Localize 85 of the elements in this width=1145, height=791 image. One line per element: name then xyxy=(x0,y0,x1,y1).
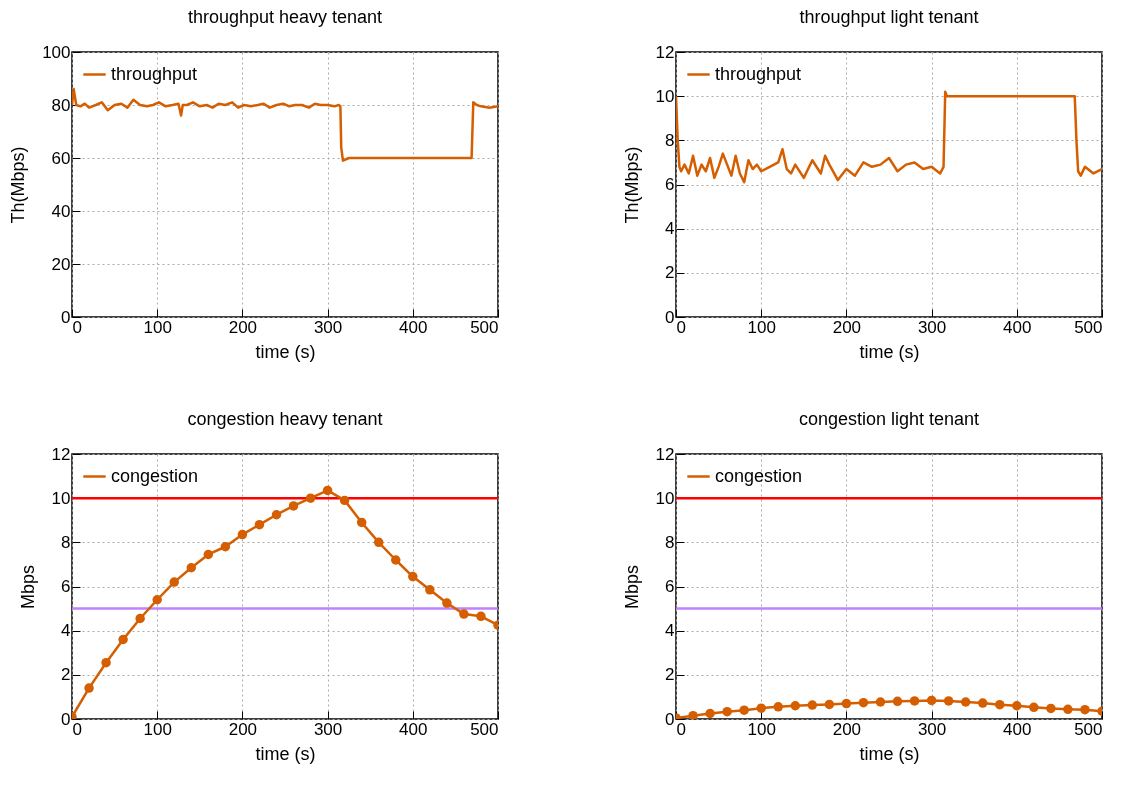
y-tick-label: 10 xyxy=(51,488,71,508)
y-tick-label: 4 xyxy=(665,219,675,239)
legend-label: throughput xyxy=(111,63,198,84)
point xyxy=(288,501,299,511)
x-tick-label: 500 xyxy=(470,719,499,739)
y-tick-label: 4 xyxy=(665,621,675,641)
x-tick-label: 100 xyxy=(747,317,776,337)
point xyxy=(101,657,111,668)
y-tick-label: 6 xyxy=(665,577,675,596)
y-axis-title: Th(Mbps) xyxy=(621,146,642,224)
x-tick-label: 400 xyxy=(1003,719,1032,739)
legend-label: congestion xyxy=(111,465,199,486)
x-tick-label: 300 xyxy=(917,317,947,337)
y-tick-label: 2 xyxy=(61,665,71,685)
point xyxy=(254,519,265,530)
point xyxy=(152,595,162,605)
y-tick-label: 10 xyxy=(655,86,675,106)
x-tick-label: 200 xyxy=(228,317,258,337)
point xyxy=(442,598,452,608)
x-tick-label: 500 xyxy=(1074,719,1103,739)
point xyxy=(408,571,418,582)
line-series xyxy=(72,87,498,162)
y-axis-title: Mbps xyxy=(17,564,38,610)
x-tick-label: 500 xyxy=(470,317,499,337)
chart-title: congestion heavy tenant xyxy=(187,409,383,429)
chart-title: throughput light tenant xyxy=(799,7,979,27)
y-tick-label: 12 xyxy=(655,444,675,464)
y-tick-label: 10 xyxy=(655,488,675,508)
y-tick-label: 40 xyxy=(51,201,71,221)
y-tick-label: 2 xyxy=(665,665,675,685)
point xyxy=(186,563,197,573)
y-tick-label: 60 xyxy=(51,148,71,168)
point xyxy=(271,510,282,520)
point xyxy=(391,555,401,565)
x-tick-label: 300 xyxy=(313,719,343,739)
x-tick-label: 300 xyxy=(313,317,343,337)
y-tick-label: 8 xyxy=(61,532,71,552)
y-tick-label: 6 xyxy=(665,175,675,194)
point xyxy=(339,495,350,506)
x-axis-title: time (s) xyxy=(859,341,920,362)
x-axis-title: time (s) xyxy=(255,743,316,764)
y-tick-label: 8 xyxy=(665,532,675,552)
chart-title: congestion light tenant xyxy=(798,409,980,429)
point xyxy=(322,485,333,496)
x-tick-label: 200 xyxy=(832,719,862,739)
y-tick-label: 4 xyxy=(61,621,71,641)
x-tick-label: 100 xyxy=(143,317,172,337)
y-tick-label: 100 xyxy=(42,42,71,62)
x-axis-title: time (s) xyxy=(859,743,920,764)
y-axis-title: Th(Mbps) xyxy=(8,146,29,224)
y-tick-label: 8 xyxy=(665,130,675,150)
point xyxy=(237,529,248,540)
point xyxy=(135,613,145,624)
x-tick-label: 100 xyxy=(143,719,172,739)
x-tick-label: 400 xyxy=(399,719,428,739)
chart-title: throughput heavy tenant xyxy=(187,7,383,27)
point xyxy=(373,537,384,548)
x-tick-label: 200 xyxy=(832,317,862,337)
x-tick-label: 300 xyxy=(917,719,947,739)
x-axis-title: time (s) xyxy=(255,341,316,362)
point xyxy=(169,577,179,587)
y-axis-title: Mbps xyxy=(621,564,642,610)
point xyxy=(459,609,469,619)
point xyxy=(84,683,94,693)
point xyxy=(220,542,231,552)
legend-label: congestion xyxy=(715,465,803,486)
x-tick-label: 400 xyxy=(1003,317,1032,337)
x-tick-label: 200 xyxy=(228,719,258,739)
y-tick-label: 12 xyxy=(655,42,675,62)
line-series xyxy=(676,90,1102,184)
y-tick-label: 2 xyxy=(665,263,675,283)
point xyxy=(356,517,367,528)
y-tick-label: 20 xyxy=(51,254,71,274)
point xyxy=(203,549,214,560)
y-tick-label: 6 xyxy=(61,577,71,596)
point xyxy=(476,611,486,622)
legend-label: throughput xyxy=(715,63,802,84)
x-tick-label: 100 xyxy=(747,719,776,739)
point xyxy=(425,585,435,595)
x-tick-label: 500 xyxy=(1074,317,1103,337)
point xyxy=(118,634,128,645)
point xyxy=(305,493,316,503)
x-tick-label: 400 xyxy=(399,317,428,337)
y-tick-label: 12 xyxy=(51,444,71,464)
y-tick-label: 80 xyxy=(51,95,71,115)
